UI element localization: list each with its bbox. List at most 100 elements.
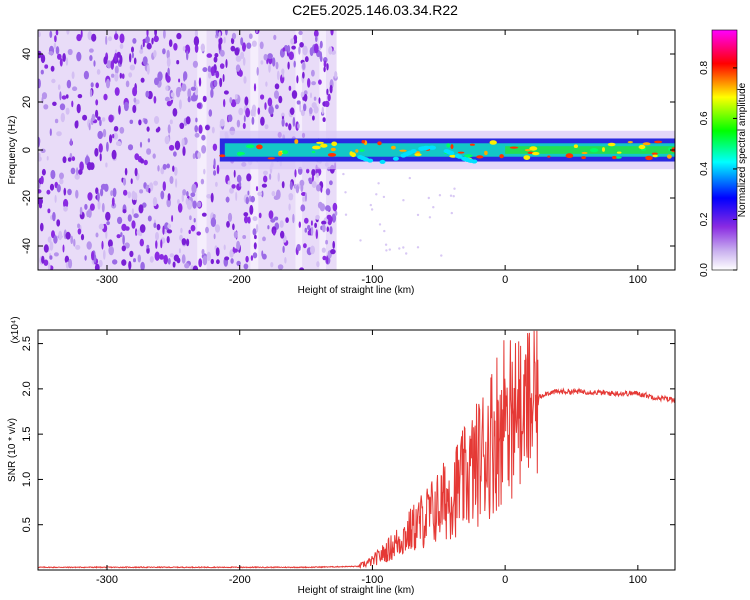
- noise-blob: [235, 64, 241, 72]
- signal-hotspot: [282, 150, 289, 155]
- noise-blob: [145, 90, 150, 98]
- noise-blob: [190, 86, 197, 92]
- noise-blob: [157, 71, 163, 82]
- noise-blob: [166, 236, 170, 244]
- signal-hotspot: [414, 153, 422, 157]
- noise-blob: [167, 193, 171, 201]
- noise-blob: [114, 87, 120, 96]
- noise-blob: [86, 210, 90, 218]
- noise-blob: [181, 254, 186, 264]
- noise-blob: [263, 53, 268, 61]
- noise-blob: [38, 78, 41, 89]
- noise-blob: [116, 51, 121, 58]
- noise-blob: [119, 72, 123, 79]
- noise-blob: [214, 224, 221, 233]
- noise-blob: [107, 239, 113, 248]
- noise-blob: [274, 90, 279, 99]
- noise-blob: [166, 57, 171, 67]
- noise-blob: [327, 93, 331, 102]
- noise-blob: [82, 114, 88, 121]
- stray-dot: [398, 247, 401, 250]
- noise-blob: [234, 47, 240, 56]
- noise-blob: [75, 244, 81, 250]
- noise-blob: [215, 70, 220, 79]
- noise-blob: [95, 109, 99, 118]
- noise-blob: [302, 196, 306, 202]
- noise-blob: [65, 231, 71, 240]
- noise-blob: [319, 40, 323, 49]
- noise-blob: [311, 181, 317, 188]
- noise-blob: [280, 230, 285, 239]
- noise-blob: [172, 108, 178, 117]
- noise-blob: [140, 261, 145, 270]
- noise-blob: [55, 46, 60, 55]
- noise-blob: [136, 229, 141, 236]
- noise-blob: [322, 224, 326, 233]
- noise-blob: [334, 71, 338, 79]
- noise-blob: [166, 163, 170, 169]
- noise-blob: [252, 252, 258, 259]
- noise-blob: [153, 180, 159, 186]
- noise-blob: [67, 157, 72, 162]
- noise-blob: [182, 189, 187, 196]
- noise-blob: [56, 219, 61, 227]
- noise-blob: [121, 73, 125, 79]
- noise-blob: [110, 60, 115, 70]
- noise-blob: [119, 43, 124, 50]
- signal-hotspot: [331, 141, 338, 147]
- noise-blob: [146, 148, 152, 155]
- noise-blob: [245, 255, 249, 263]
- stray-dot: [344, 191, 347, 194]
- noise-blob: [316, 172, 319, 178]
- noise-blob: [111, 149, 117, 160]
- noise-blob: [306, 168, 310, 174]
- noise-blob: [205, 226, 209, 234]
- noise-blob: [294, 169, 297, 178]
- noise-blob: [249, 204, 254, 215]
- noise-blob: [263, 175, 268, 183]
- noise-blob: [110, 190, 113, 197]
- noise-blob: [186, 191, 189, 197]
- noise-blob: [232, 248, 238, 253]
- noise-blob: [289, 107, 295, 115]
- noise-blob: [304, 192, 307, 202]
- noise-blob: [133, 258, 136, 263]
- noise-blob: [169, 119, 173, 125]
- noise-blob: [256, 66, 259, 76]
- stray-dot: [416, 246, 420, 249]
- noise-blob: [233, 169, 236, 178]
- spectrogram-x-axis-label: Height of straight line (km): [298, 285, 415, 296]
- noise-blob: [190, 224, 196, 232]
- noise-blob: [140, 77, 145, 83]
- noise-blob: [252, 228, 257, 236]
- stray-dot: [378, 223, 382, 226]
- noise-blob: [261, 183, 267, 188]
- noise-blob: [112, 259, 118, 265]
- noise-blob: [166, 229, 173, 234]
- noise-blob: [122, 177, 127, 186]
- noise-blob: [156, 223, 161, 231]
- snr-y-tick-label: 0.5: [21, 517, 33, 532]
- noise-blob: [242, 122, 246, 129]
- noise-blob: [100, 188, 104, 197]
- signal-hotspot: [589, 148, 599, 153]
- noise-blob: [300, 109, 305, 117]
- noise-blob: [116, 234, 121, 239]
- noise-blob: [133, 213, 139, 219]
- noise-blob: [261, 250, 264, 257]
- noise-blob: [146, 244, 150, 249]
- signal-hotspot: [457, 151, 465, 154]
- signal-hotspot: [464, 154, 473, 158]
- noise-blob: [68, 258, 73, 269]
- noise-blob: [177, 199, 180, 205]
- noise-blob: [133, 57, 137, 65]
- noise-blob: [277, 264, 284, 270]
- noise-blob: [197, 151, 202, 159]
- noise-blob: [59, 172, 64, 180]
- noise-blob: [299, 179, 305, 187]
- signal-hotspot: [245, 144, 255, 149]
- noise-blob: [231, 32, 237, 40]
- noise-blob: [282, 245, 285, 253]
- noise-blob: [230, 99, 237, 108]
